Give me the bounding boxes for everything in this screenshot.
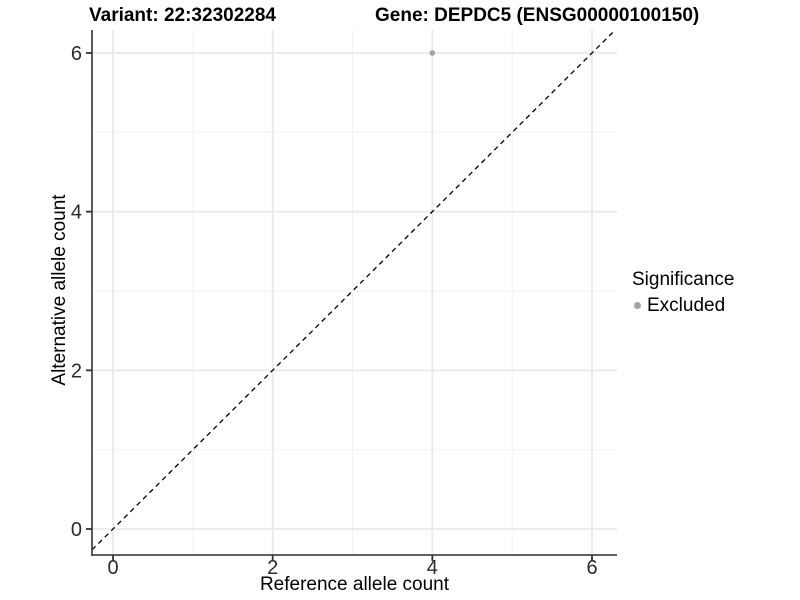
legend: Significance Excluded [632,268,734,318]
y-tick-label-4: 4 [71,202,82,224]
legend-title: Significance [632,269,735,290]
x-tick-label-2: 2 [267,557,278,579]
x-tick-label-6: 6 [586,557,597,579]
legend-point-icon [634,302,641,310]
y-axis-title: Alternative allele count [49,194,70,386]
y-tick-label-0: 0 [71,519,82,541]
plot-title-variant: Variant: 22:32302284 [89,5,276,26]
x-tick-label-0: 0 [107,557,118,579]
y-tick-label-6: 6 [71,43,82,65]
identity-dashed-line [91,29,616,551]
data-point-excluded [429,50,436,56]
x-axis-title: Reference allele count [259,574,450,595]
legend-entry-excluded: Excluded [632,294,734,318]
y-tick-label-2: 2 [71,360,82,382]
x-tick-label-4: 4 [427,557,438,579]
plot-title-gene: Gene: DEPDC5 (ENSG00000100150) [375,5,700,26]
legend-entry-label: Excluded [647,294,726,316]
